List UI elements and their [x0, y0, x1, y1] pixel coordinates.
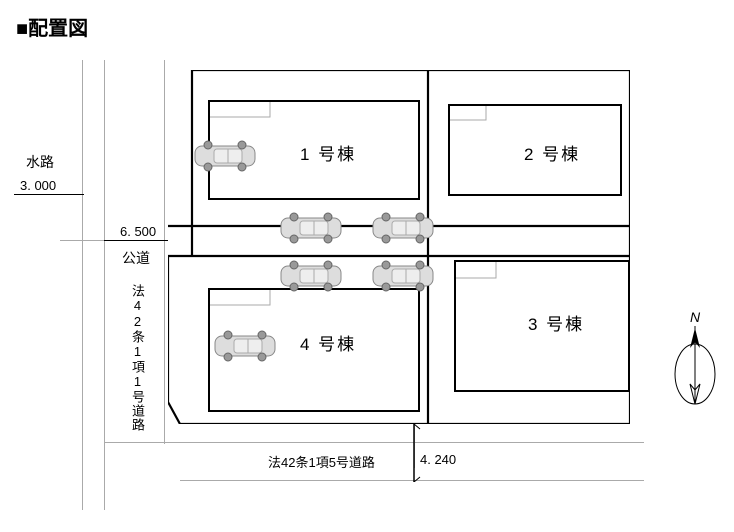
- law-road-5-label: 法42条1項5号道路: [268, 452, 375, 471]
- car-icon: [372, 212, 434, 244]
- dim-6500: 6. 500: [120, 224, 156, 239]
- building-4-label: 4 号棟: [300, 330, 356, 355]
- compass-n-label: N: [690, 310, 701, 325]
- dim-3000: 3. 000: [20, 178, 56, 193]
- car-icon: [280, 260, 342, 292]
- law-road-1-label: 法42条1項1号道路: [128, 284, 147, 432]
- page-title: ■配置図: [16, 12, 88, 41]
- car-icon: [372, 260, 434, 292]
- dim-3000-line: [14, 194, 84, 195]
- waterway-label: 水路: [26, 152, 54, 172]
- car-icon: [214, 330, 276, 362]
- grid-hline: [180, 480, 644, 481]
- dim-4240-bracket: [413, 424, 421, 487]
- public-road-label: 公道: [122, 248, 150, 268]
- dim-4240: 4. 240: [420, 452, 456, 467]
- grid-vline: [82, 60, 83, 510]
- dim-6500-line: [104, 240, 168, 241]
- grid-hline: [104, 442, 644, 443]
- grid-vline: [164, 60, 165, 444]
- building-2-label: 2 号棟: [524, 140, 580, 165]
- car-icon: [280, 212, 342, 244]
- building-1-label: 1 号棟: [300, 140, 356, 165]
- compass-icon: N: [670, 310, 720, 411]
- car-icon: [194, 140, 256, 172]
- building-3-label: 3 号棟: [528, 310, 584, 335]
